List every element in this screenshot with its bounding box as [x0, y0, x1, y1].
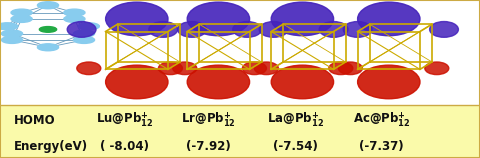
Text: (-7.54): (-7.54) [273, 140, 318, 153]
Circle shape [37, 2, 59, 9]
Ellipse shape [319, 21, 348, 37]
Ellipse shape [430, 21, 458, 37]
Circle shape [64, 9, 85, 16]
Ellipse shape [67, 21, 96, 37]
Ellipse shape [178, 21, 206, 37]
Circle shape [73, 30, 95, 37]
Text: (-7.92): (-7.92) [186, 140, 231, 153]
Circle shape [1, 30, 23, 37]
Ellipse shape [254, 62, 278, 75]
Ellipse shape [329, 62, 353, 75]
Circle shape [37, 44, 59, 51]
Ellipse shape [106, 2, 168, 36]
Text: $\mathbf{Ac@Pb_{12}^{+}}$: $\mathbf{Ac@Pb_{12}^{+}}$ [353, 111, 410, 129]
Ellipse shape [425, 62, 449, 75]
Text: (-7.37): (-7.37) [360, 140, 404, 153]
Ellipse shape [358, 2, 420, 36]
Circle shape [64, 15, 85, 22]
Text: $\mathbf{Lr@Pb_{12}^{+}}$: $\mathbf{Lr@Pb_{12}^{+}}$ [181, 111, 236, 129]
Text: $\mathbf{La@Pb_{12}^{+}}$: $\mathbf{La@Pb_{12}^{+}}$ [267, 111, 324, 129]
Ellipse shape [233, 21, 262, 37]
Circle shape [78, 23, 99, 30]
Ellipse shape [271, 65, 334, 99]
Ellipse shape [173, 62, 197, 75]
FancyBboxPatch shape [0, 0, 480, 105]
Ellipse shape [343, 21, 372, 37]
Ellipse shape [77, 62, 101, 75]
Text: Energy(eV): Energy(eV) [13, 140, 87, 153]
Ellipse shape [271, 2, 334, 36]
Ellipse shape [259, 21, 288, 37]
Ellipse shape [358, 65, 420, 99]
Ellipse shape [187, 2, 250, 36]
Text: ( -8.04): ( -8.04) [100, 140, 149, 153]
Circle shape [11, 15, 32, 22]
Circle shape [1, 36, 23, 43]
Text: HOMO: HOMO [13, 114, 55, 127]
Circle shape [11, 9, 32, 16]
Ellipse shape [106, 65, 168, 99]
Ellipse shape [338, 62, 362, 75]
Ellipse shape [187, 65, 250, 99]
Ellipse shape [158, 62, 182, 75]
Ellipse shape [149, 21, 178, 37]
Circle shape [73, 36, 95, 43]
Text: $\mathbf{Lu@Pb_{12}^{+}}$: $\mathbf{Lu@Pb_{12}^{+}}$ [96, 111, 154, 129]
Ellipse shape [242, 62, 266, 75]
Circle shape [39, 27, 57, 32]
Circle shape [0, 23, 18, 30]
